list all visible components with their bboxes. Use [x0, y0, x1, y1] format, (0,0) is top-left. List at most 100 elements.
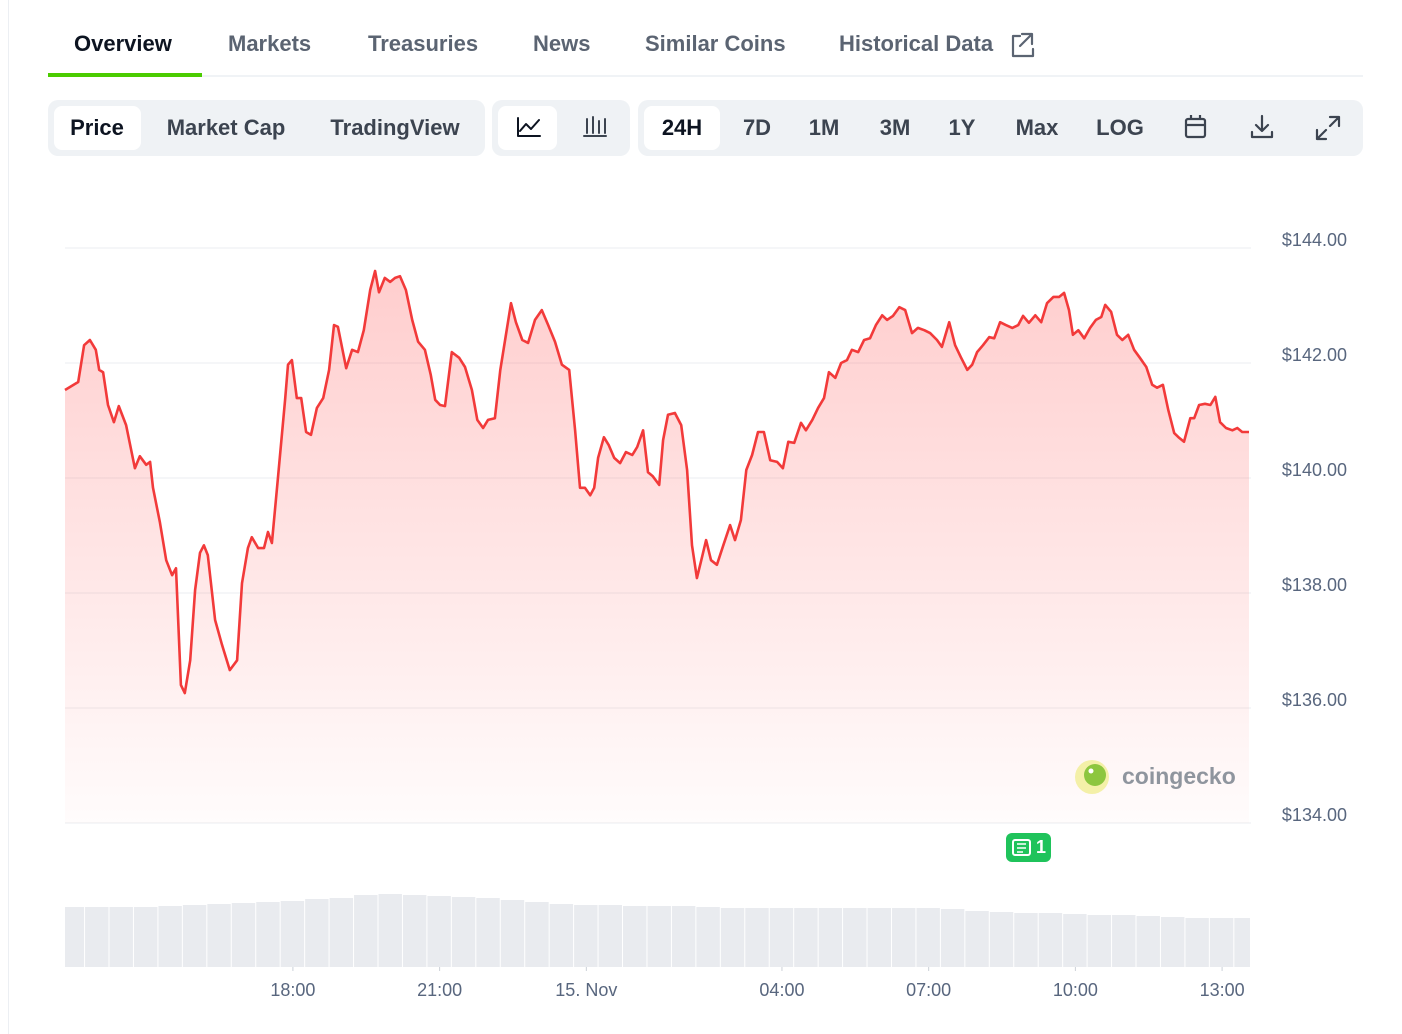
volume-bar — [598, 905, 623, 967]
range-button[interactable]: 1M — [809, 115, 840, 140]
volume-bar — [231, 903, 256, 967]
icon-box — [1011, 34, 1035, 58]
range-button[interactable]: 7D — [743, 115, 771, 140]
volume-bar — [1112, 915, 1136, 967]
fullscreen-icon[interactable] — [1315, 115, 1341, 141]
news-icon — [1012, 839, 1031, 856]
tabs: Overview Markets Treasuries News Similar Coi… — [74, 31, 994, 56]
view-toggle[interactable]: TradingView — [330, 115, 460, 140]
volume-bar — [525, 902, 549, 967]
logo-eye — [1088, 768, 1094, 774]
x-tick-label: 15. Nov — [555, 980, 617, 1000]
tab[interactable]: News — [533, 31, 590, 56]
news-count: 1 — [1036, 837, 1046, 857]
volume-bar — [500, 900, 525, 967]
volume-bar — [989, 912, 1014, 967]
line-style-button[interactable] — [498, 106, 557, 150]
x-tick-label: 18:00 — [270, 980, 315, 1000]
volume-bar — [1185, 918, 1209, 967]
y-tick-label: $134.00 — [1282, 805, 1347, 825]
volume-bar — [1063, 914, 1087, 967]
volume-bar — [329, 898, 354, 967]
tab[interactable]: Overview — [74, 31, 173, 56]
volume-bar — [843, 908, 867, 967]
volume-bar — [745, 908, 769, 967]
volume-bar — [256, 902, 280, 967]
volume-bar — [867, 908, 891, 967]
range-button[interactable]: LOG — [1096, 115, 1144, 140]
volume-bar — [940, 909, 965, 967]
logo-inner — [1084, 764, 1106, 786]
view-toggle-group — [48, 100, 485, 156]
volume-bar — [1087, 915, 1112, 967]
volume-bar — [109, 907, 133, 967]
y-tick-label: $136.00 — [1282, 690, 1347, 710]
active-toggle-bg — [54, 106, 141, 150]
tab[interactable]: Treasuries — [368, 31, 478, 56]
price-chart: $134.00 $136.00 $138.00 $140.00 $142.00 $144.… — [64, 230, 1347, 1000]
x-tick-label: 07:00 — [906, 980, 951, 1000]
y-tick-label: $138.00 — [1282, 575, 1347, 595]
volume-bar — [158, 906, 182, 967]
price-area — [65, 271, 1249, 823]
buttons: Price Market Cap TradingView 24H 7D 1M 3M 1Y Max… — [70, 115, 1144, 140]
volume-bar — [305, 899, 329, 967]
volume-bar — [1136, 916, 1160, 967]
range-button[interactable]: 1Y — [949, 115, 976, 140]
volume-bar — [720, 908, 745, 967]
volume-bar — [427, 896, 451, 967]
range-group — [638, 100, 1363, 156]
volume-bar — [402, 895, 427, 967]
y-tick-label: $142.00 — [1282, 345, 1347, 365]
volume-bar — [378, 894, 402, 967]
volume-bar — [769, 908, 794, 967]
y-tick-label: $144.00 — [1282, 230, 1347, 250]
tab[interactable]: Similar Coins — [645, 31, 786, 56]
volume-bar — [1209, 918, 1234, 967]
range-button[interactable]: 3M — [880, 115, 911, 140]
volume-bar — [85, 907, 109, 967]
candle-icon[interactable] — [583, 116, 607, 137]
calendar-lines — [1186, 115, 1205, 127]
x-tick-label: 10:00 — [1053, 980, 1098, 1000]
tab[interactable]: Markets — [228, 31, 311, 56]
volume-bar — [1234, 918, 1250, 967]
volume-bar — [891, 908, 916, 967]
volume-bar — [696, 907, 720, 967]
view-toggle[interactable]: Market Cap — [167, 115, 286, 140]
calendar-icon[interactable] — [1184, 115, 1207, 139]
news-icon-lines — [1017, 843, 1026, 853]
volume-bar — [647, 906, 671, 967]
view-toggle[interactable]: Price — [70, 115, 124, 140]
y-tick-label: $140.00 — [1282, 460, 1347, 480]
candle-strokes — [583, 116, 607, 137]
volume-bar — [794, 908, 818, 967]
range-button[interactable]: Max — [1016, 115, 1060, 140]
active-range-bg — [644, 106, 720, 150]
volume-bar — [451, 897, 476, 967]
volume-bar — [818, 908, 843, 967]
price-line — [64, 269, 1249, 695]
range-button[interactable]: 24H — [662, 115, 702, 140]
tab[interactable]: Historical Data — [839, 31, 994, 56]
volume-bar — [1160, 917, 1185, 967]
external-link-icon[interactable] — [1011, 32, 1035, 58]
volume-bar — [207, 904, 231, 967]
volume-bar — [916, 908, 940, 967]
volume-bar — [354, 895, 378, 967]
volume-bar — [574, 905, 598, 967]
download-icon[interactable] — [1250, 114, 1274, 139]
icon-arrow — [1018, 32, 1034, 48]
volume-bar — [1014, 913, 1038, 967]
volume-bar — [476, 898, 500, 967]
volume-bar — [182, 905, 207, 967]
line-icon — [517, 117, 541, 137]
volume-bar — [65, 907, 85, 967]
volume-bar — [549, 904, 574, 967]
volume-bar — [671, 906, 696, 967]
volume-bar — [280, 901, 305, 967]
volume-bar — [1038, 913, 1063, 967]
watermark: coingecko — [1122, 763, 1236, 789]
calendar-body — [1184, 117, 1207, 139]
